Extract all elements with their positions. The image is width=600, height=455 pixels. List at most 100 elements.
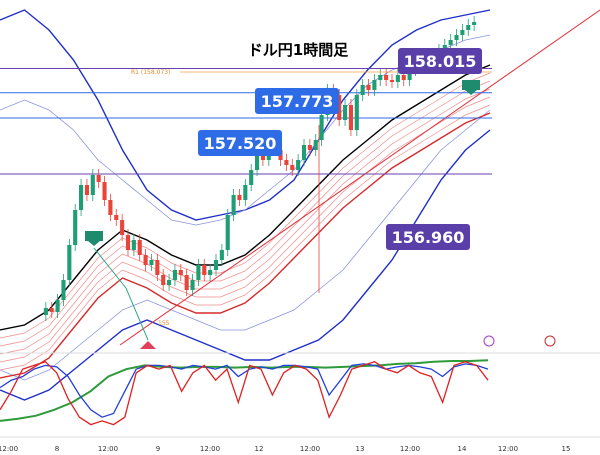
candle-body xyxy=(378,75,383,80)
candle-body xyxy=(296,160,301,170)
top-marker xyxy=(85,231,103,241)
candle-body xyxy=(143,255,148,265)
x-tick-label: 12:00 xyxy=(300,445,320,453)
top-marker-2-arrow xyxy=(465,90,477,95)
price-box xyxy=(398,48,482,74)
x-tick-label: 12:00 xyxy=(200,445,220,453)
ma-line xyxy=(0,96,491,363)
x-axis: 12:00 8 12:00 9 12:00 12 12:00 13 12:00 14 12:00 15 xyxy=(0,436,600,453)
price-box xyxy=(386,224,470,250)
candle-body xyxy=(307,145,312,150)
candle-body xyxy=(301,145,307,160)
candle-body xyxy=(313,140,318,150)
ma-ribbon xyxy=(0,9,600,379)
ma-line xyxy=(0,88,491,355)
price-box xyxy=(198,130,282,156)
candle-body xyxy=(337,95,342,120)
candle-body xyxy=(472,22,477,25)
candle-body xyxy=(61,280,66,300)
zigzag-a xyxy=(125,287,149,341)
candle-body xyxy=(343,105,348,120)
candle-body xyxy=(184,275,189,290)
ma-black xyxy=(0,64,491,331)
candle-body xyxy=(131,240,136,250)
candle-body xyxy=(161,275,166,285)
x-tick-label: 12:00 xyxy=(400,445,420,453)
candle-body xyxy=(231,195,236,215)
candle-body xyxy=(401,75,406,80)
x-tick-label: 12 xyxy=(255,445,264,453)
candle-body xyxy=(196,265,201,280)
candle-body xyxy=(384,75,389,80)
candle-body xyxy=(366,85,371,90)
zigzag-b xyxy=(93,247,127,289)
candle-body xyxy=(73,210,78,245)
x-tick-label: 15 xyxy=(562,445,571,453)
candle-body xyxy=(319,115,324,140)
candle-body xyxy=(225,215,230,250)
candle-body xyxy=(102,182,107,200)
chart-title: ドル円1時間足 xyxy=(248,41,349,59)
candle-body xyxy=(442,45,447,50)
candle-body xyxy=(243,185,248,200)
candles xyxy=(43,16,477,321)
candle-body xyxy=(354,95,359,130)
ma-line xyxy=(0,80,491,347)
osc-red xyxy=(0,360,489,426)
candle-body xyxy=(202,265,207,275)
candle-body xyxy=(120,220,125,235)
band-lower-outer xyxy=(0,129,491,401)
annotations: ドル円1時間足 R1 (158.073) 158.015 157.773 157.520… xyxy=(85,41,556,349)
candle-body xyxy=(466,25,471,30)
low-marker-label: 155 xyxy=(158,320,170,327)
x-tick-label: 8 xyxy=(55,445,59,453)
top-marker-arrow xyxy=(88,241,100,246)
candle-body xyxy=(448,40,453,45)
candle-body xyxy=(43,308,48,315)
candle-body xyxy=(96,175,101,182)
candle-body xyxy=(190,280,195,290)
ma-line xyxy=(0,104,491,371)
candle-body xyxy=(255,155,260,170)
lightning-icon xyxy=(483,335,495,347)
candle-body xyxy=(167,280,172,285)
candle-body xyxy=(149,260,154,265)
horizontal-levels xyxy=(0,68,492,175)
candle-body xyxy=(219,250,224,260)
candle-body xyxy=(395,75,400,82)
price-box xyxy=(255,88,339,114)
bottom-marker xyxy=(140,341,156,349)
candle-body xyxy=(79,185,84,210)
top-marker-2 xyxy=(462,80,480,90)
price-box-label: 158.015 xyxy=(404,52,477,71)
candle-body xyxy=(155,260,160,275)
flag-icon xyxy=(544,335,556,347)
candle-body xyxy=(208,270,213,275)
osc-blue xyxy=(0,363,489,418)
band-lower-inner xyxy=(0,109,491,381)
candle-body xyxy=(360,85,365,95)
candle-body xyxy=(237,195,242,200)
candle-body xyxy=(249,170,254,185)
candle-body xyxy=(172,270,177,280)
candle-body xyxy=(84,185,89,195)
price-box-label: 157.520 xyxy=(204,134,277,153)
candle-body xyxy=(407,70,412,80)
oscillator-panel xyxy=(0,352,600,426)
candle-body xyxy=(90,175,95,195)
x-tick-label: 12:00 xyxy=(0,445,18,453)
candle-body xyxy=(114,215,119,220)
trend-line xyxy=(119,9,600,346)
candle-body xyxy=(372,80,377,90)
candle-body xyxy=(67,245,72,280)
candle-body xyxy=(290,165,295,170)
x-tick-label: 13 xyxy=(356,445,365,453)
candle-body xyxy=(49,308,54,312)
candle-body xyxy=(454,35,459,40)
price-box-label: 157.773 xyxy=(261,92,334,111)
ma-line xyxy=(0,112,491,379)
price-box-label: 156.960 xyxy=(392,228,465,247)
candle-body xyxy=(284,160,289,165)
